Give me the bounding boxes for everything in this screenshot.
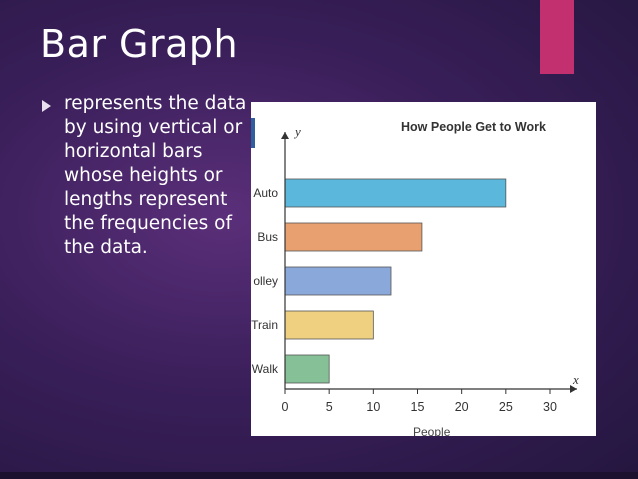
category-label: Walk bbox=[252, 362, 279, 376]
bar-chart: How People Get to Work y x People Auto Bu… bbox=[251, 118, 579, 436]
x-axis-letter: x bbox=[572, 372, 579, 387]
y-axis-arrow bbox=[281, 132, 289, 139]
x-tick-label: 15 bbox=[411, 400, 425, 414]
bar bbox=[284, 266, 392, 296]
chart-title: How People Get to Work bbox=[401, 120, 546, 134]
bar bbox=[284, 354, 330, 384]
x-axis-label: People bbox=[413, 425, 451, 436]
category-label: Auto bbox=[253, 186, 278, 200]
category-label: Train bbox=[251, 318, 278, 332]
bar bbox=[284, 310, 374, 340]
figure-edge-marker bbox=[251, 118, 255, 148]
bar bbox=[284, 178, 507, 208]
accent-bar bbox=[540, 0, 574, 74]
category-label: olley bbox=[253, 274, 278, 288]
x-tick-label: 10 bbox=[366, 400, 380, 414]
x-tick-label: 0 bbox=[282, 400, 289, 414]
x-tick-label: 25 bbox=[499, 400, 513, 414]
x-tick-label: 20 bbox=[455, 400, 469, 414]
x-tick-label: 30 bbox=[543, 400, 557, 414]
y-axis-letter: y bbox=[293, 124, 301, 139]
bar bbox=[284, 222, 423, 252]
category-label: Bus bbox=[257, 230, 278, 244]
bullet-arrow-icon bbox=[42, 100, 51, 112]
slide-title: Bar Graph bbox=[40, 22, 239, 66]
x-tick-label: 5 bbox=[326, 400, 333, 414]
bottom-rule bbox=[0, 472, 638, 479]
chart-figure: How People Get to Work y x People Auto Bu… bbox=[251, 102, 596, 436]
bullet-text: represents the data by using vertical or… bbox=[64, 93, 247, 258]
x-axis-arrow bbox=[570, 385, 577, 393]
